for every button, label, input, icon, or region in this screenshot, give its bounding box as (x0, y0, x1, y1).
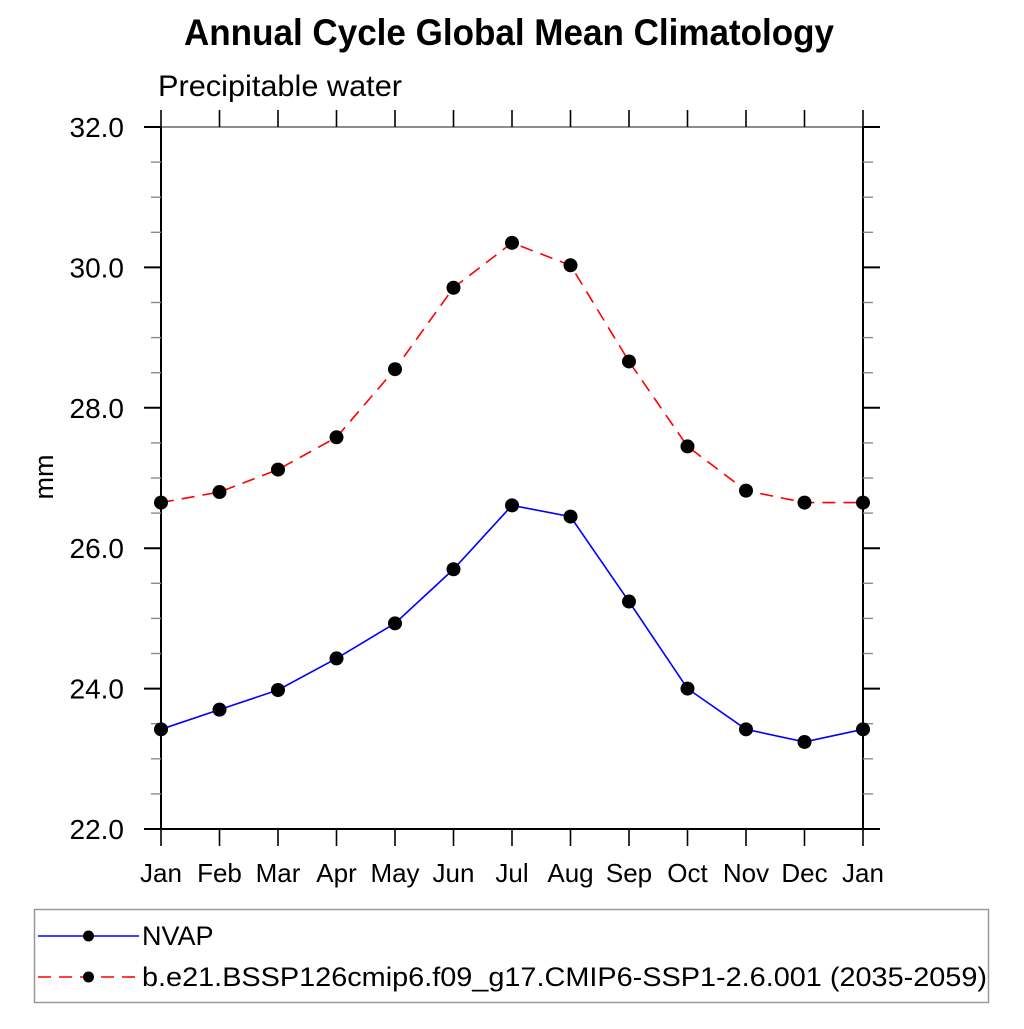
legend-box (33, 908, 990, 1004)
data-point (154, 495, 168, 510)
x-tick-label: Nov (723, 858, 769, 888)
x-tick-labels: Jan Feb Mar Apr May Jun Jul Aug Sep Oct Nov Dec Jan (140, 858, 884, 888)
x-tick-label: Jul (495, 858, 528, 888)
y-tick-label: 30.0 (70, 252, 125, 283)
data-series (154, 235, 870, 749)
data-point (797, 495, 812, 510)
plot-frame (160, 126, 864, 830)
y-tick-label: 26.0 (70, 533, 125, 564)
data-point (505, 235, 519, 250)
data-point (505, 498, 519, 513)
x-tick-label: May (370, 858, 419, 888)
data-point (856, 722, 870, 737)
x-tick-label: Feb (197, 858, 242, 888)
data-point (212, 485, 227, 500)
axis-ticks (144, 110, 880, 846)
data-point (856, 495, 870, 510)
x-tick-label: Mar (256, 858, 301, 888)
data-point (212, 702, 227, 717)
legend-label-nvap: NVAP (142, 921, 214, 951)
chart-subtitle: Precipitable water (158, 70, 402, 103)
data-point (388, 616, 402, 631)
legend-marker-nvap (83, 930, 94, 942)
x-tick-label: Jan (140, 858, 182, 888)
data-point (797, 734, 812, 749)
x-tick-label: Aug (547, 858, 593, 888)
data-point (739, 722, 753, 737)
data-point (739, 483, 753, 498)
data-point (622, 354, 636, 369)
y-axis-label: mm (29, 455, 59, 500)
data-point (446, 280, 461, 295)
data-point (388, 362, 402, 377)
series-line-1 (160, 241, 863, 504)
data-point (563, 258, 578, 273)
y-tick-labels: 22.0 24.0 26.0 28.0 30.0 32.0 (70, 112, 125, 845)
y-tick-label: 22.0 (70, 814, 125, 845)
data-point (154, 722, 168, 737)
x-tick-label: Apr (316, 858, 357, 888)
data-point (329, 651, 344, 666)
data-point (680, 681, 695, 696)
x-tick-label: Oct (667, 858, 708, 888)
x-tick-label: Jan (842, 858, 884, 888)
data-point (271, 462, 285, 477)
y-tick-label: 32.0 (70, 112, 125, 143)
data-point (563, 509, 578, 524)
series-line-0 (160, 504, 864, 743)
legend-label-model: b.e21.BSSP126cmip6.f09_g17.CMIP6-SSP1-2.… (142, 962, 987, 992)
data-point (622, 594, 636, 609)
chart-title: Annual Cycle Global Mean Climatology (184, 12, 834, 53)
x-tick-label: Sep (606, 858, 652, 888)
data-point (680, 439, 695, 454)
y-tick-label: 28.0 (70, 393, 125, 424)
y-tick-label: 24.0 (70, 674, 125, 705)
data-point (446, 562, 461, 577)
x-tick-label: Jun (433, 858, 475, 888)
data-point (329, 430, 344, 445)
legend: NVAP b.e21.BSSP126cmip6.f09_g17.CMIP6-SS… (33, 908, 990, 1004)
x-tick-label: Dec (781, 858, 827, 888)
legend-marker-model (83, 971, 94, 983)
data-point (271, 683, 285, 698)
